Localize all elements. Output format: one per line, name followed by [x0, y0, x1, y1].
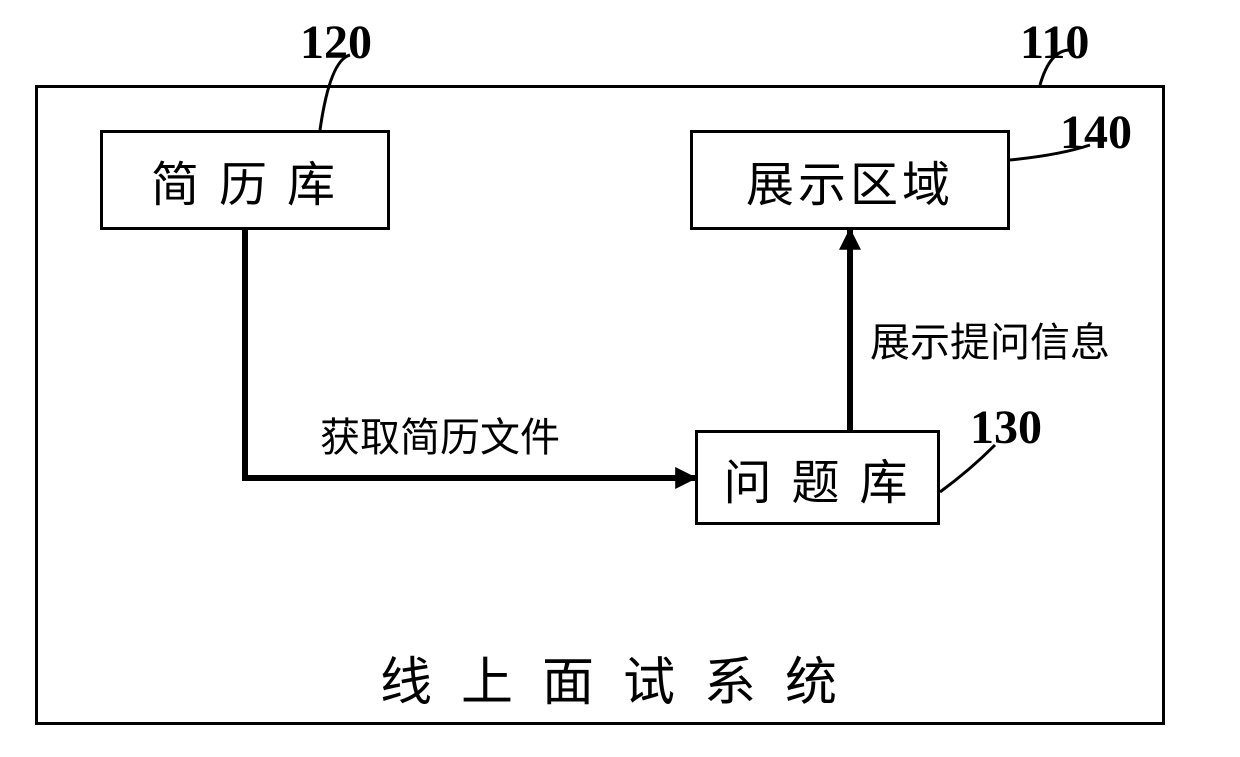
node-system-label: 线 上 面 试 系 统 [380, 640, 845, 715]
edge-label-show-question: 展示提问信息 [870, 310, 1110, 368]
node-question-db: 问 题 库 [695, 430, 940, 525]
node-question-db-label: 问 题 库 [723, 443, 911, 513]
node-resume-db-label: 简 历 库 [151, 145, 339, 215]
node-display-area: 展示区域 [690, 130, 1010, 230]
node-resume-db: 简 历 库 [100, 130, 390, 230]
diagram-canvas: 线 上 面 试 系 统 110 简 历 库 120 展示区域 140 问 题 库… [0, 0, 1240, 757]
ref-110: 110 [1020, 15, 1089, 70]
ref-120: 120 [300, 15, 372, 70]
ref-130: 130 [970, 400, 1042, 455]
edge-label-get-resume: 获取简历文件 [320, 405, 560, 463]
node-display-area-label: 展示区域 [746, 145, 954, 215]
ref-140: 140 [1060, 105, 1132, 160]
